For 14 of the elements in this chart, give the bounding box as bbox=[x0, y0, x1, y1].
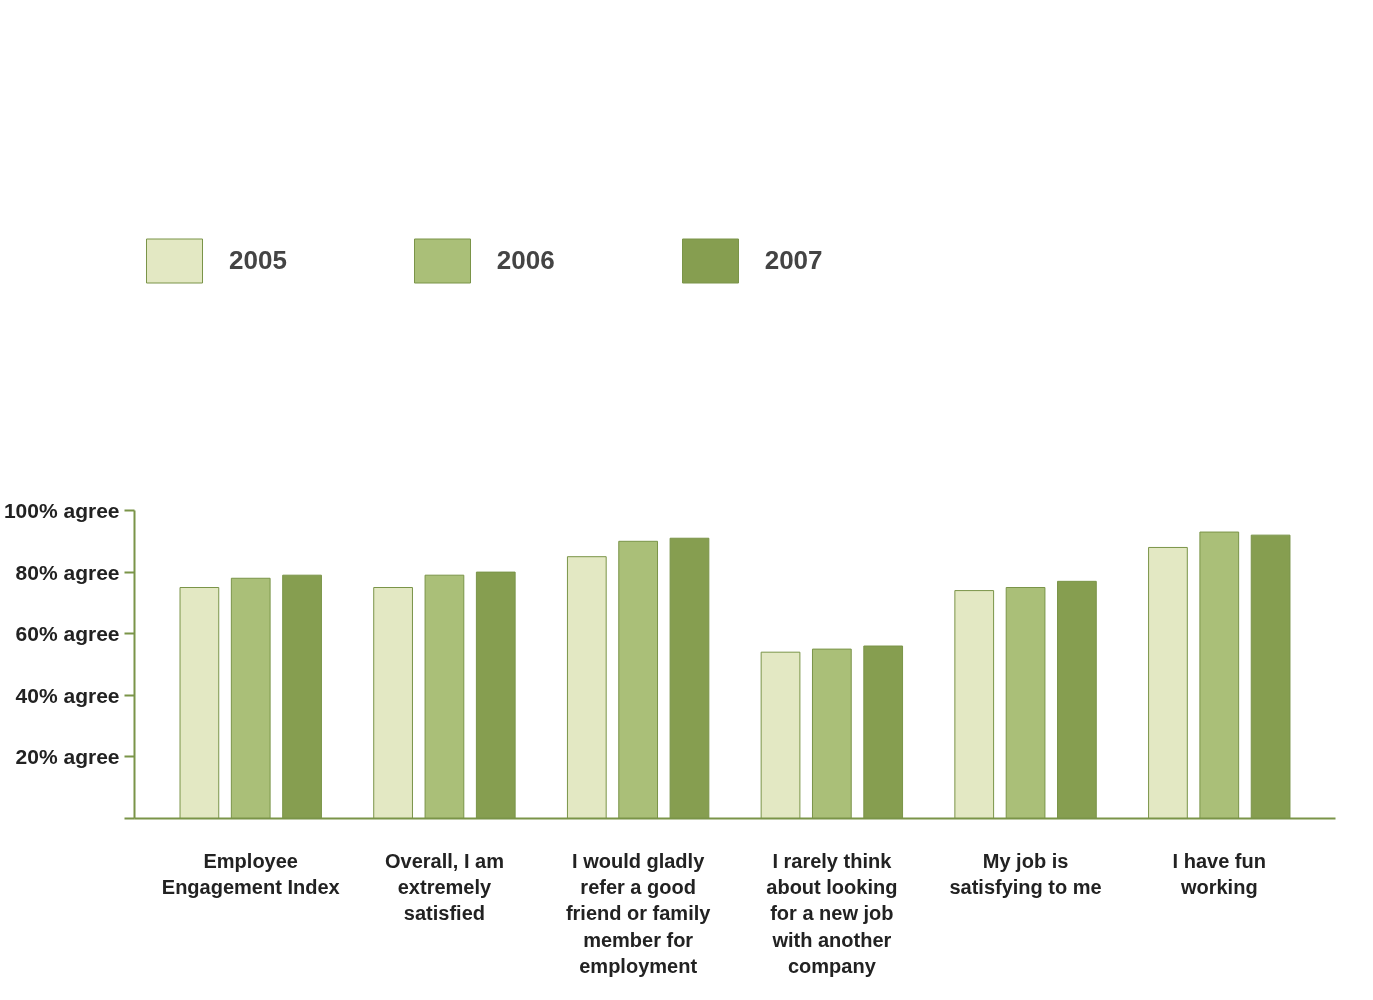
y-tick-label: 60% agree bbox=[15, 622, 120, 646]
legend-label: 2005 bbox=[229, 243, 287, 277]
x-tick-label: Employee Engagement Index bbox=[161, 849, 340, 898]
legend-label: 2007 bbox=[764, 243, 823, 277]
x-tick-label: My job is satisfying to me bbox=[949, 849, 1102, 898]
legend-label: 2006 bbox=[496, 243, 555, 277]
x-tick-label: I have fun working bbox=[1172, 849, 1266, 898]
y-tick-label: 20% agree bbox=[15, 745, 120, 769]
x-tick-label: Overall, I am extremely satisfied bbox=[384, 849, 504, 925]
y-tick-label: 40% agree bbox=[15, 683, 120, 707]
x-tick-label: I rarely think about looking for a new job with another company bbox=[766, 849, 898, 978]
x-tick-label: I would gladly refer a good friend or family member for employment bbox=[565, 849, 712, 978]
y-tick-label: 80% agree bbox=[15, 560, 120, 584]
y-tick-label: 100% agree bbox=[3, 499, 120, 522]
